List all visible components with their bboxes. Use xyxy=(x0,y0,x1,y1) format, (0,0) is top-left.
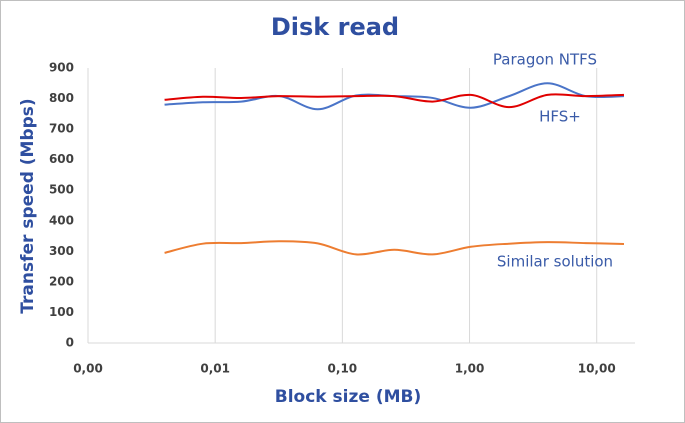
series-line xyxy=(164,93,625,109)
series-label: HFS+ xyxy=(539,108,581,126)
y-tick-label: 600 xyxy=(49,152,74,166)
series-line xyxy=(164,240,625,256)
y-axis-title: Transfer speed (Mbps) xyxy=(18,98,38,313)
x-tick-label: 0,10 xyxy=(328,362,358,376)
x-axis-title: Block size (MB) xyxy=(275,387,421,407)
x-tick-label: 0,01 xyxy=(200,362,230,376)
y-tick-label: 700 xyxy=(49,122,74,136)
y-tick-label: 300 xyxy=(49,244,74,258)
y-tick-label: 500 xyxy=(49,183,74,197)
x-tick-label: 10,00 xyxy=(578,362,616,376)
chart-title: Disk read xyxy=(271,13,399,41)
y-tick-label: 900 xyxy=(49,61,74,75)
x-tick-label: 0,00 xyxy=(73,362,103,376)
series-label: Similar solution xyxy=(497,253,613,271)
y-tick-label: 400 xyxy=(49,213,74,227)
series-label: Paragon NTFS xyxy=(493,51,597,69)
y-tick-label: 200 xyxy=(49,274,74,288)
y-tick-label: 800 xyxy=(49,91,74,105)
x-tick-label: 1,00 xyxy=(455,362,485,376)
y-tick-label: 0 xyxy=(66,336,74,350)
y-tick-label: 100 xyxy=(49,305,74,319)
